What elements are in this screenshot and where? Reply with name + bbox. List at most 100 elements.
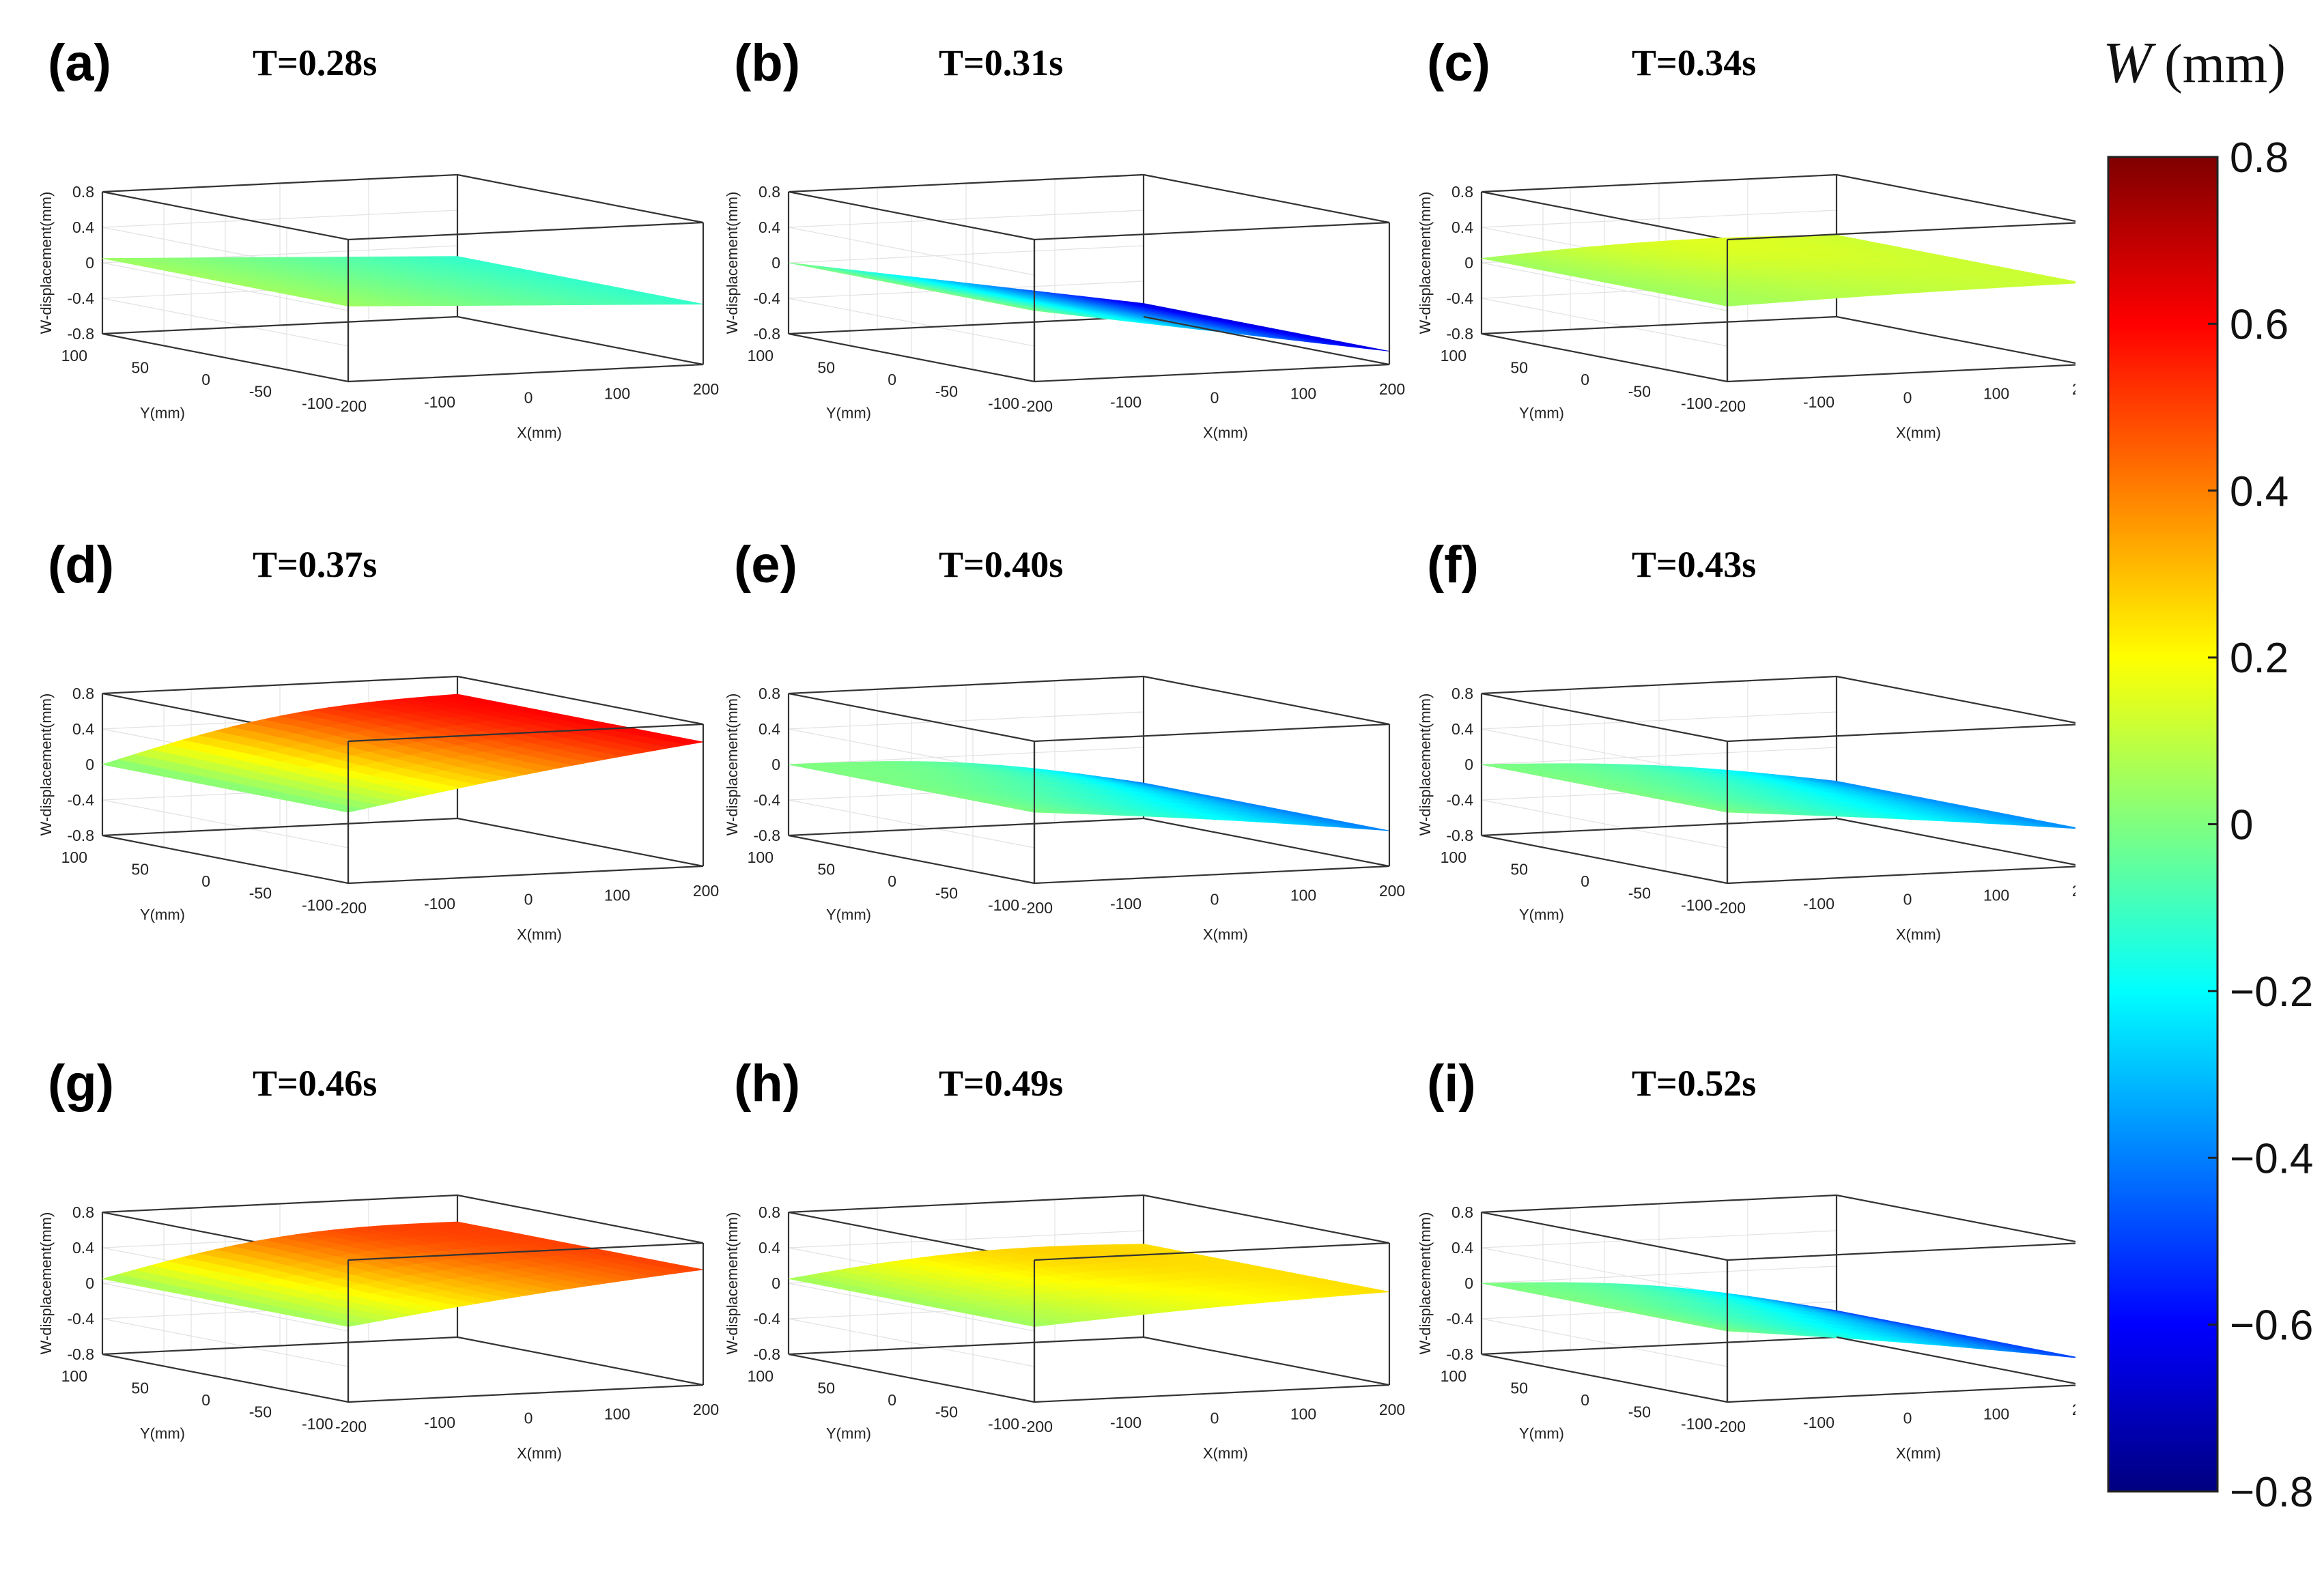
- axes-box-edge: [1481, 1194, 1837, 1214]
- panel-e: (e) T=0.40s -0.8 -0.4 0 0.4 0.8 W-displacement(…: [724, 536, 1405, 943]
- z-tick-label: -0.8: [67, 827, 94, 844]
- panel-title: T=0.31s: [939, 42, 1063, 83]
- x-tick-label: 100: [1290, 384, 1316, 402]
- x-tick-label: 200: [1379, 380, 1405, 398]
- surface: [788, 761, 1390, 831]
- x-tick-label: -100: [1803, 1414, 1834, 1431]
- z-axis-label: W-displacement(mm): [38, 192, 55, 334]
- axes-box-edge: [1727, 866, 2075, 885]
- axes-box-edge: [1143, 315, 1390, 366]
- y-tick-label: -100: [302, 1415, 333, 1433]
- y-tick-label: -50: [249, 1403, 272, 1421]
- x-tick-label: -200: [1021, 397, 1053, 415]
- y-axis: 100 50 0 -50 -100 Y(mm): [61, 1367, 333, 1442]
- x-tick-label: -200: [1021, 1418, 1053, 1435]
- x-tick-label: -100: [1803, 393, 1834, 411]
- y-axis-label: Y(mm): [140, 1425, 185, 1442]
- z-tick-label: -0.4: [1446, 289, 1473, 307]
- x-tick-label: 200: [1379, 882, 1405, 900]
- panel-i: (i) T=0.52s -0.8 -0.4 0 0.4 0.8 W-displacement(…: [1417, 1055, 2075, 1462]
- x-tick-label: -200: [1714, 397, 1746, 415]
- axes-box-edge: [102, 1336, 458, 1356]
- z-tick-label: 0.8: [759, 1203, 780, 1221]
- z-tick-label: -0.4: [753, 289, 780, 307]
- panel-label: (e): [734, 536, 797, 594]
- axes-box-edge: [788, 332, 1035, 383]
- axes-box-edge: [1481, 332, 1728, 383]
- panel-title: T=0.34s: [1632, 42, 1756, 83]
- z-axis: -0.8 -0.4 0 0.4 0.8 W-displacement(mm): [724, 685, 780, 844]
- panel-title: T=0.40s: [939, 544, 1063, 585]
- y-tick-label: -50: [1628, 383, 1651, 401]
- z-tick-label: 0: [85, 254, 94, 272]
- z-tick-label: -0.8: [67, 325, 94, 343]
- grid-line: [102, 316, 458, 382]
- axes-box-edge: [348, 865, 704, 885]
- panel-title: T=0.28s: [253, 42, 377, 83]
- axes-box-edge: [102, 1353, 349, 1403]
- x-tick-label: -200: [1021, 899, 1053, 917]
- axes-box-edge: [1836, 1194, 2075, 1243]
- y-tick-label: 0: [1581, 371, 1589, 388]
- axes-box-front: [347, 675, 705, 885]
- y-tick-label: 50: [817, 861, 835, 878]
- axes-box-front: [347, 1194, 705, 1403]
- y-tick-label: 100: [748, 347, 774, 364]
- x-tick-label: 0: [1210, 891, 1219, 909]
- x-tick-label: 200: [693, 1401, 719, 1418]
- x-tick-label: -100: [1803, 895, 1834, 913]
- axes-box-edge: [1481, 675, 1837, 695]
- y-axis: 100 50 0 -50 -100 Y(mm): [61, 347, 333, 422]
- x-axis: -200 -100 0 100 200 X(mm): [335, 380, 719, 442]
- x-tick-label: 0: [524, 1410, 533, 1427]
- y-tick-label: -100: [988, 896, 1019, 914]
- y-axis: 100 50 0 -50 -100 Y(mm): [61, 848, 333, 924]
- panel-title: T=0.37s: [253, 544, 377, 585]
- y-axis-label: Y(mm): [1519, 906, 1564, 924]
- axes-box-edge: [1481, 692, 1728, 743]
- z-tick-label: 0.4: [1451, 218, 1473, 236]
- y-axis-label: Y(mm): [140, 405, 185, 422]
- axes-box-edge: [1836, 817, 2075, 866]
- z-axis: -0.8 -0.4 0 0.4 0.8 W-displacement(mm): [38, 685, 94, 844]
- axes-box-edge: [788, 315, 1144, 335]
- axes-box-edge: [788, 1336, 1144, 1356]
- axes-box-edge: [788, 1353, 1035, 1403]
- axes-box-edge: [348, 363, 704, 383]
- axes-box-front: [1033, 675, 1391, 885]
- grid-line: [788, 818, 1144, 884]
- x-tick-label: 100: [604, 1405, 630, 1422]
- y-tick-label: 100: [61, 848, 87, 866]
- z-axis-label: W-displacement(mm): [1417, 1212, 1434, 1355]
- axes-box-front: [1033, 1194, 1391, 1403]
- y-tick-label: 50: [131, 359, 149, 377]
- x-axis-label: X(mm): [1203, 1445, 1248, 1462]
- z-tick-label: 0: [771, 254, 780, 272]
- y-axis: 100 50 0 -50 -100 Y(mm): [748, 848, 1019, 924]
- z-tick-label: -0.4: [1446, 791, 1473, 809]
- axes-box-edge: [1481, 315, 1837, 335]
- axes-box-edge: [1481, 1353, 1728, 1403]
- axes-box-edge: [788, 692, 1035, 743]
- x-tick-label: 100: [1290, 886, 1316, 904]
- z-tick-label: 0.4: [759, 218, 780, 236]
- axes-box-edge: [788, 190, 1035, 241]
- y-tick-label: -50: [249, 383, 272, 401]
- axes-box-back: [101, 173, 459, 383]
- z-axis: -0.8 -0.4 0 0.4 0.8 W-displacement(mm): [724, 1203, 780, 1363]
- z-tick-label: -0.4: [67, 1310, 94, 1328]
- z-axis: -0.8 -0.4 0 0.4 0.8 W-displacement(mm): [1417, 183, 1473, 343]
- grid-line: [102, 818, 458, 884]
- z-tick-label: -0.8: [753, 1345, 780, 1363]
- surface: [1481, 763, 2075, 829]
- x-tick-label: -100: [424, 1414, 455, 1431]
- axes-box-edge: [457, 1194, 704, 1244]
- y-tick-label: -100: [1681, 395, 1712, 412]
- axes-box-edge: [457, 817, 704, 868]
- axes-box-edge: [1481, 190, 1728, 241]
- axes-box-edge: [1727, 1384, 2075, 1403]
- z-axis-label: W-displacement(mm): [38, 694, 55, 836]
- z-axis: -0.8 -0.4 0 0.4 0.8 W-displacement(mm): [724, 183, 780, 343]
- colorbar-tick-label: 0.4: [2230, 468, 2288, 515]
